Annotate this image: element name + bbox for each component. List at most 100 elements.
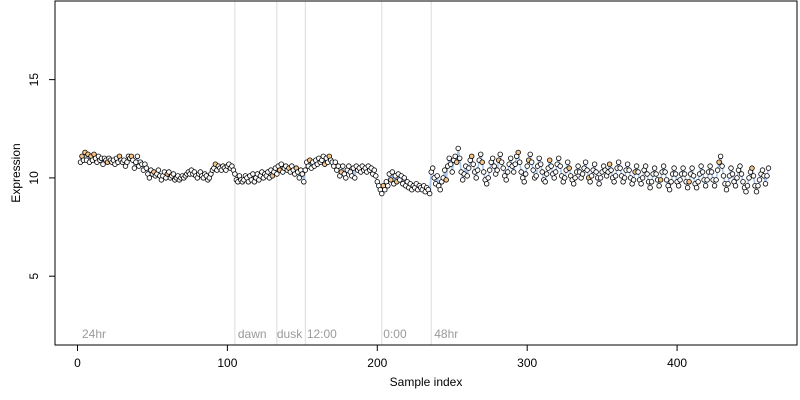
phase-label: dawn [238, 327, 267, 341]
data-point [278, 161, 284, 167]
data-point [430, 165, 436, 171]
data-point [494, 167, 500, 173]
data-point [479, 159, 485, 165]
data-point [517, 159, 523, 165]
data-point [538, 161, 544, 167]
data-point [615, 159, 622, 165]
data-point [508, 155, 514, 161]
y-tick-label: 10 [27, 171, 41, 185]
data-point [660, 163, 667, 169]
data-point [681, 171, 688, 177]
data-point [662, 169, 668, 175]
data-point [702, 183, 709, 189]
data-point [547, 157, 553, 163]
data-point [448, 161, 454, 167]
x-tick-label: 400 [667, 356, 687, 370]
data-point [587, 179, 593, 185]
data-point [475, 167, 481, 173]
data-point [124, 159, 130, 165]
data-point [737, 163, 743, 169]
data-point [296, 175, 302, 181]
data-point [591, 161, 598, 167]
data-point [385, 183, 391, 189]
data-point [143, 165, 150, 171]
data-point [572, 175, 578, 181]
data-point [379, 190, 385, 197]
data-point [446, 155, 452, 161]
data-point [608, 167, 614, 173]
data-point [335, 163, 341, 169]
data-point [523, 171, 529, 177]
phase-label: 24hr [82, 327, 106, 341]
data-point [732, 183, 739, 189]
data-point [500, 165, 506, 171]
y-tick-label: 15 [27, 73, 41, 87]
data-point [562, 175, 568, 181]
data-point [473, 175, 479, 181]
data-point [719, 163, 725, 169]
data-point [635, 169, 641, 175]
data-point [452, 153, 458, 159]
data-point [672, 171, 679, 177]
data-point [582, 159, 589, 165]
data-point [536, 155, 542, 161]
data-point [630, 177, 637, 183]
data-point [764, 173, 770, 179]
data-point [571, 181, 577, 187]
data-point [680, 165, 686, 171]
data-point [352, 175, 358, 181]
data-point [611, 179, 617, 185]
data-point [401, 175, 407, 181]
data-point [746, 175, 752, 181]
data-point [565, 159, 571, 165]
data-point [566, 165, 572, 171]
data-point [457, 155, 463, 161]
data-point [693, 184, 700, 191]
y-tick-label: 5 [27, 273, 41, 280]
data-point [274, 171, 280, 177]
data-point [612, 173, 619, 179]
data-point [699, 169, 706, 175]
data-point [743, 188, 749, 195]
data-points [77, 145, 772, 197]
data-point [648, 179, 655, 185]
data-point [346, 163, 352, 169]
data-point [524, 163, 530, 169]
data-point [527, 151, 533, 157]
data-point [684, 184, 691, 191]
data-point [478, 151, 484, 157]
data-point [740, 179, 746, 185]
data-point [668, 179, 674, 185]
data-point [717, 153, 724, 159]
data-point [442, 167, 448, 173]
data-point [455, 145, 461, 152]
data-point [553, 169, 559, 175]
data-point [170, 171, 177, 177]
data-point [131, 165, 138, 171]
data-point [765, 165, 772, 171]
data-point [491, 163, 497, 169]
phase-label: 48hr [434, 327, 458, 341]
data-point [443, 177, 449, 183]
data-point [518, 169, 524, 175]
data-point [232, 171, 238, 177]
data-point [663, 177, 670, 183]
data-point [657, 177, 664, 183]
data-point [557, 163, 563, 169]
data-point [499, 159, 505, 165]
data-point [382, 186, 388, 193]
data-point [454, 159, 460, 165]
plot-frame [54, 0, 798, 346]
data-point [689, 165, 695, 171]
phase-label: 0:00 [383, 327, 407, 341]
data-point [503, 177, 509, 183]
y-axis-title: Expression [9, 143, 23, 202]
data-point [512, 161, 518, 167]
data-point [575, 163, 581, 169]
data-point [332, 159, 338, 165]
data-point [671, 165, 677, 171]
data-point [388, 177, 394, 183]
data-point [470, 161, 476, 167]
data-point [302, 167, 308, 173]
